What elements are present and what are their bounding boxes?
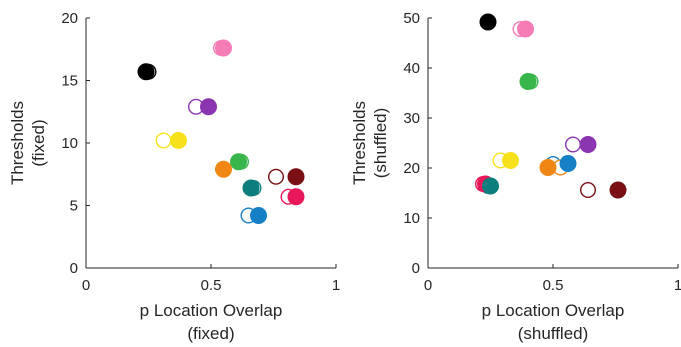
filled-data-point <box>482 177 499 195</box>
filled-data-point <box>519 73 537 90</box>
y-tick-label: 10 <box>61 135 78 152</box>
x-tick-label: 1 <box>674 277 681 294</box>
y-tick-label: 50 <box>403 10 420 27</box>
filled-data-point <box>479 13 497 31</box>
open-data-point <box>580 181 597 198</box>
data-points <box>475 13 627 199</box>
filled-data-point <box>137 63 155 81</box>
y-tick-label: 30 <box>403 110 420 127</box>
filled-data-point <box>517 20 534 38</box>
x-tick-label: 0.5 <box>543 277 564 294</box>
y-tick-label: 0 <box>70 260 78 277</box>
x-tick-label: 0 <box>424 277 432 294</box>
axis-ticks <box>427 17 679 269</box>
open-data-point <box>565 136 582 153</box>
y-axis-title-line-2: (shuffled) <box>371 108 390 179</box>
filled-data-point <box>242 179 260 197</box>
x-tick-label: 0 <box>82 277 90 294</box>
filled-data-point <box>200 98 217 116</box>
y-tick-label: 0 <box>412 260 420 277</box>
y-tick-label: 15 <box>61 73 78 90</box>
filled-data-point <box>559 155 577 172</box>
x-axis-title-line-1: p Location Overlap <box>140 301 283 320</box>
open-data-point <box>268 168 285 185</box>
open-data-point <box>155 132 172 149</box>
x-tick-label: 1 <box>332 277 340 294</box>
x-axis-title-line-2: (fixed) <box>187 324 234 343</box>
y-tick-label: 5 <box>70 198 78 215</box>
axis-ticks <box>85 17 337 269</box>
y-axis-title-line-1: Thresholds <box>350 101 369 185</box>
x-tick-label: 0.5 <box>201 277 222 294</box>
filled-data-point <box>170 132 187 149</box>
filled-data-point <box>539 159 557 176</box>
filled-data-point <box>215 39 232 57</box>
y-tick-label: 10 <box>403 210 420 227</box>
filled-data-point <box>502 152 519 169</box>
x-axis-title-line-2: (shuffled) <box>518 324 589 343</box>
filled-data-point <box>609 181 627 199</box>
y-axis-title-line-2: (fixed) <box>29 119 48 166</box>
filled-data-point <box>287 188 305 206</box>
filled-data-point <box>287 168 305 186</box>
filled-data-point <box>215 160 232 178</box>
y-tick-label: 40 <box>403 60 420 77</box>
x-axis-title-line-1: p Location Overlap <box>482 301 625 320</box>
filled-data-point <box>579 136 597 153</box>
y-axis-title-line-1: Thresholds <box>8 101 27 185</box>
filled-data-point <box>230 153 247 171</box>
y-tick-label: 20 <box>403 160 420 177</box>
filled-data-point <box>250 207 267 224</box>
data-points <box>137 39 305 224</box>
y-tick-label: 20 <box>61 10 78 27</box>
